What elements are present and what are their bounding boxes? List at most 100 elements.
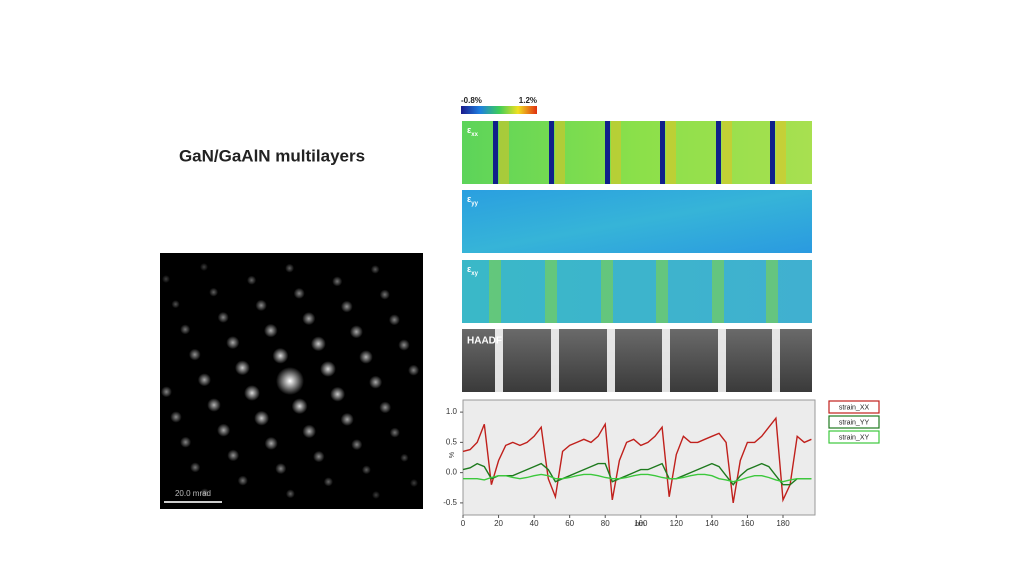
diffraction-spot	[320, 361, 336, 377]
x-tick-label: 180	[776, 519, 790, 528]
x-axis-label: nm	[635, 521, 645, 528]
diffraction-spot	[237, 475, 248, 486]
diffraction-spot	[276, 367, 304, 395]
stripe	[718, 329, 726, 392]
stripe	[495, 329, 503, 392]
diffraction-spot	[188, 348, 201, 361]
x-tick-label: 120	[670, 519, 684, 528]
series-line	[463, 473, 812, 483]
chart: -0.5 0.0 0.5 1.0 0 20 40 60 80 100 120 140 160 180 str…	[443, 400, 880, 528]
x-tick-label: 40	[530, 519, 539, 528]
y-axis-label: %	[449, 452, 456, 458]
scale-bar-label: 20.0 mrad	[175, 489, 211, 498]
diffraction-spot	[388, 314, 400, 326]
y-tick-label: 1.0	[446, 407, 458, 416]
strain-map-yy	[462, 190, 812, 253]
diffraction-spot	[180, 436, 192, 448]
stripe	[722, 121, 732, 184]
stripe	[551, 329, 559, 392]
stripe	[656, 260, 668, 323]
legend-box	[828, 400, 880, 414]
diffraction-spot	[372, 491, 380, 499]
series-line	[462, 462, 812, 486]
diffraction-spot	[330, 386, 346, 402]
diffraction-spot	[370, 265, 380, 274]
x-tick-label: 60	[565, 519, 574, 528]
x-tick-label: 20	[494, 519, 503, 528]
diffraction-spot	[244, 385, 260, 401]
diffraction-spot	[227, 449, 240, 462]
diffraction-spot	[234, 360, 250, 376]
diffraction-spot	[310, 336, 326, 352]
diffraction-spot	[398, 339, 410, 351]
stripe	[493, 121, 498, 184]
map-label: HAADF	[467, 336, 502, 347]
diffraction-spot	[247, 275, 257, 285]
colorbar-min: -0.8%	[461, 96, 482, 105]
stripe	[766, 260, 778, 323]
map-label: εyy	[467, 194, 479, 206]
diffraction-spot	[408, 364, 420, 376]
diffraction-spot	[207, 398, 221, 412]
strain-map-xy	[462, 260, 812, 323]
diffraction-spot	[254, 410, 270, 426]
stripe	[660, 121, 665, 184]
x-tick-label: 140	[705, 519, 719, 528]
y-tick-label: -0.5	[443, 498, 457, 507]
series-line	[462, 416, 812, 504]
diffraction-spot	[340, 300, 353, 313]
diffraction-spot	[197, 373, 211, 387]
slide-title: GaN/GaAlN multilayers	[179, 146, 365, 165]
diffraction-spot	[340, 412, 354, 426]
x-tick-label: 0	[461, 519, 466, 528]
colorbar-max: 1.2%	[519, 96, 537, 105]
diffraction-spot	[275, 463, 287, 475]
stripe	[601, 260, 613, 323]
map-label: εxx	[467, 125, 479, 137]
colorbar	[461, 106, 537, 114]
stripe	[605, 121, 610, 184]
stripe	[545, 260, 557, 323]
diffraction-spot	[332, 276, 343, 287]
stripe	[549, 121, 554, 184]
stripe	[662, 329, 670, 392]
stripe	[666, 121, 676, 184]
stripe	[555, 121, 565, 184]
diffraction-spot	[272, 347, 289, 364]
diffraction-spot	[293, 287, 305, 299]
diffraction-spot	[285, 489, 295, 499]
stripe	[611, 121, 621, 184]
x-tick-label: 100	[634, 519, 648, 528]
diffraction-spot	[171, 300, 180, 309]
diffraction-spot	[255, 299, 267, 312]
x-tick-label: 80	[601, 519, 610, 528]
diffraction-spot	[190, 462, 201, 473]
haadf-image	[462, 329, 812, 392]
diffraction-spot	[285, 263, 295, 273]
diffraction-spot	[369, 375, 383, 389]
diffraction-spot	[217, 423, 231, 437]
plot-area	[462, 399, 816, 516]
diffraction-spot	[379, 289, 390, 300]
diffraction-spot	[410, 479, 418, 487]
stripe	[499, 121, 509, 184]
diffraction-spot	[349, 325, 363, 339]
diffraction-spot	[200, 488, 210, 497]
legend-box	[828, 430, 880, 444]
diffraction-spot	[264, 436, 278, 450]
diffraction-spot	[302, 312, 316, 326]
stripe	[607, 329, 615, 392]
diffraction-spot	[359, 350, 373, 364]
map-label: εxy	[467, 264, 479, 276]
diffraction-spot	[209, 287, 219, 297]
diffraction-spot	[170, 411, 182, 423]
y-tick-label: 0.0	[446, 468, 458, 477]
legend-box	[828, 415, 880, 429]
stripe	[776, 121, 786, 184]
stripe	[489, 260, 501, 323]
legend-label: strain_XY	[839, 434, 870, 441]
diffraction-spot	[389, 427, 400, 438]
diffraction-spot	[226, 336, 240, 350]
